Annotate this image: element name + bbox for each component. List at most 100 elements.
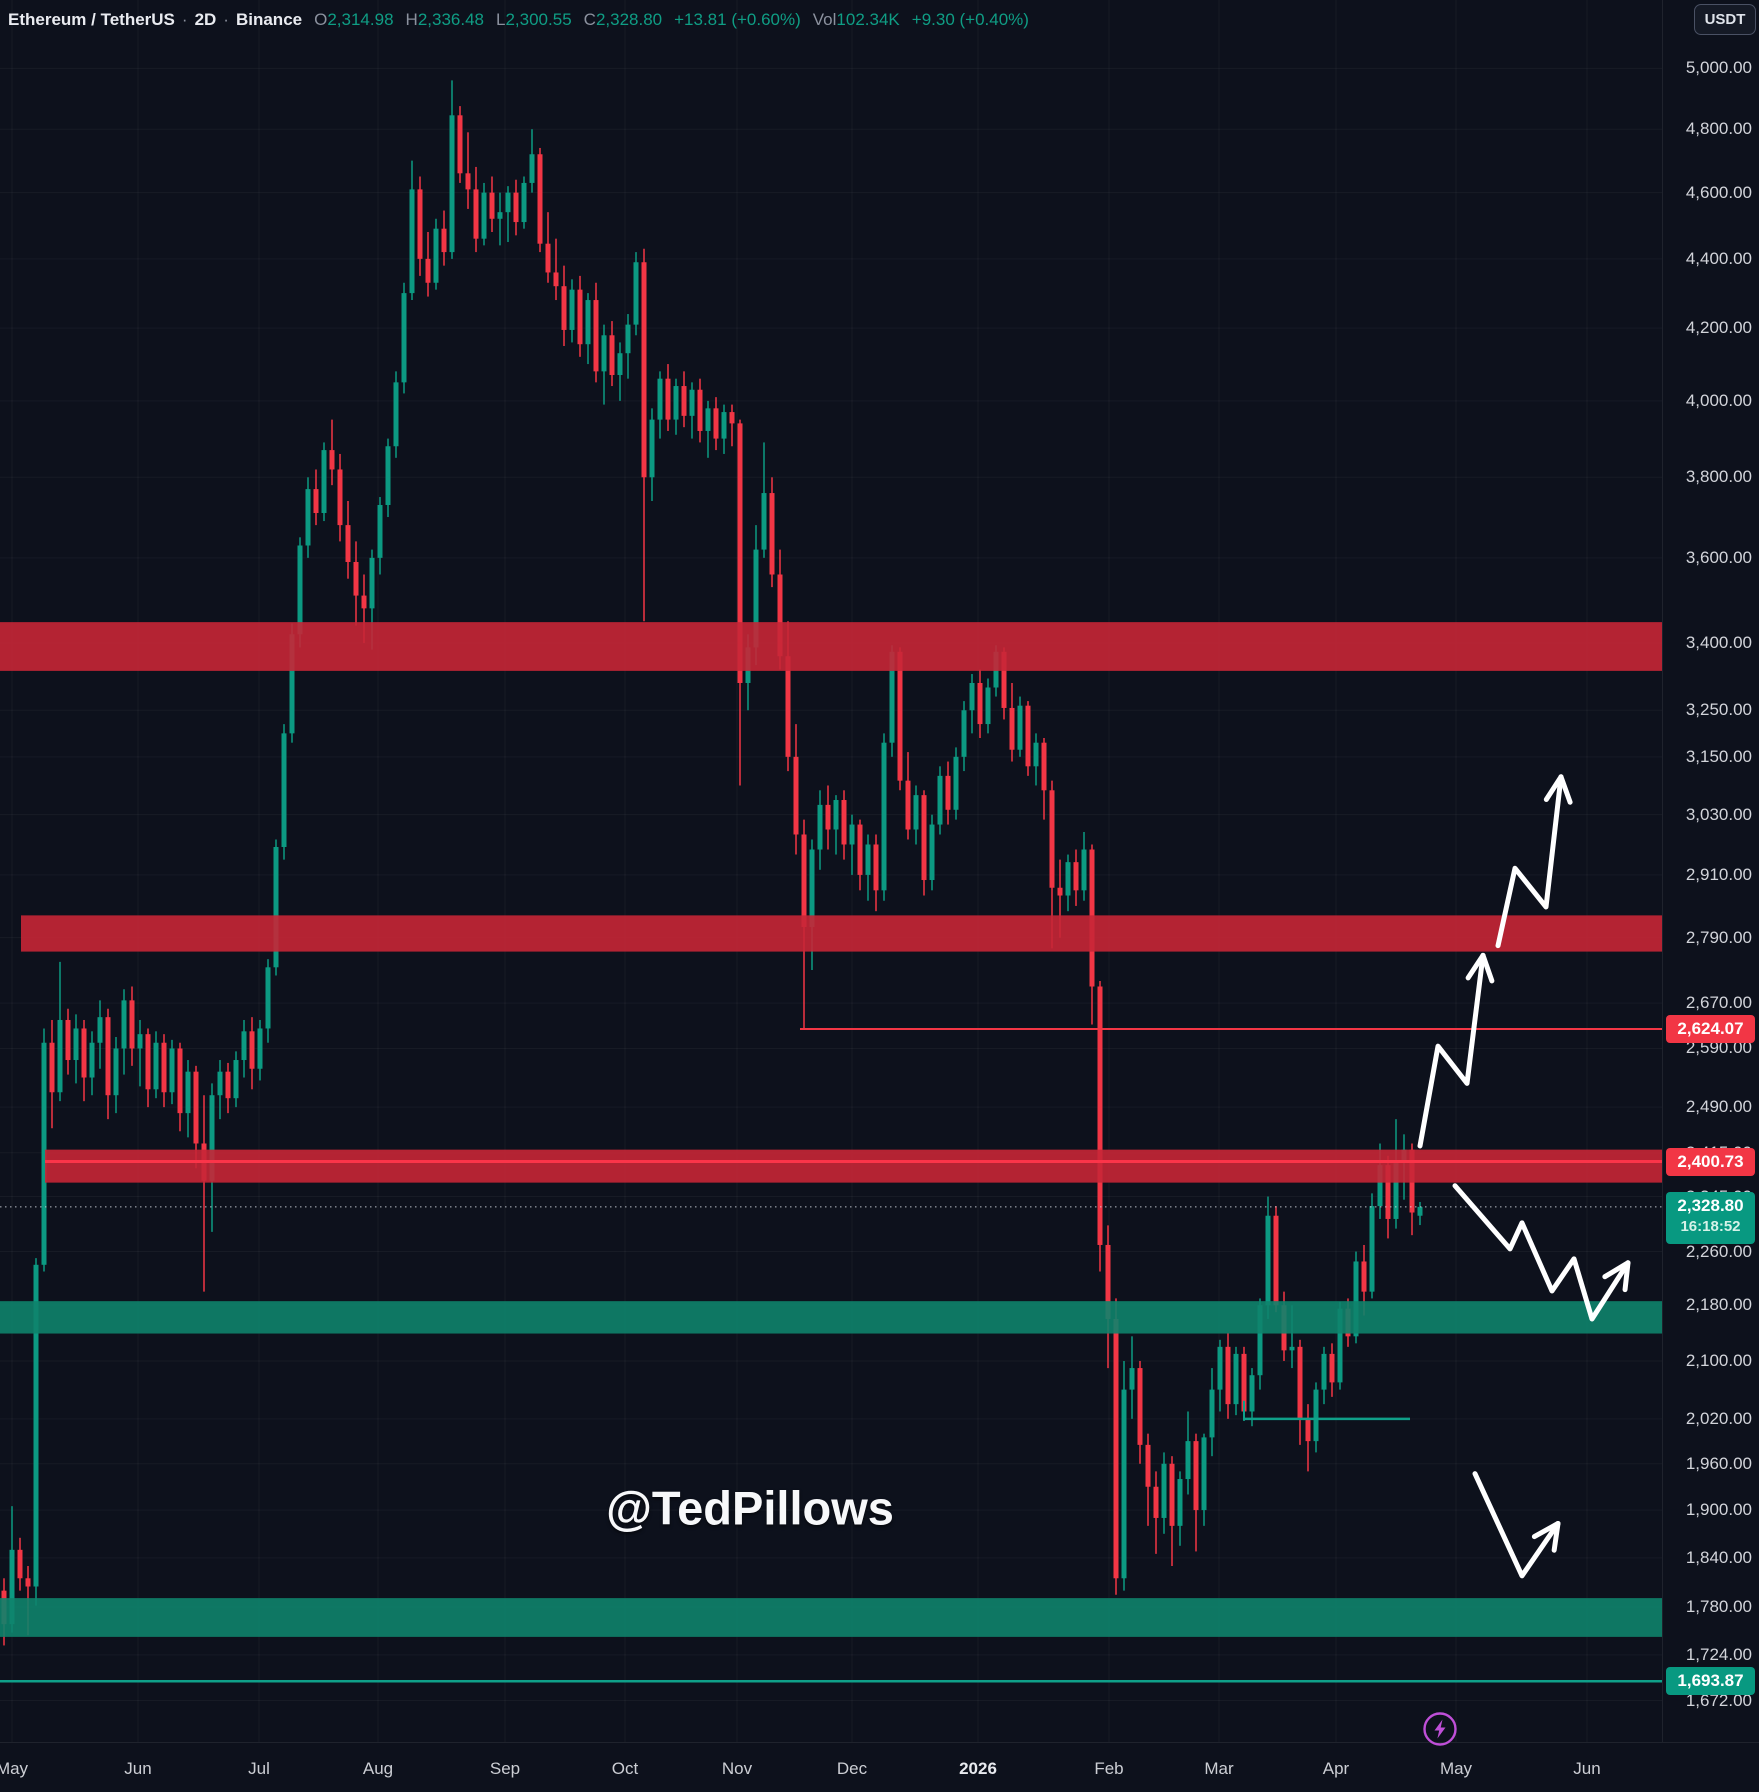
candle-body [857, 824, 863, 875]
price-tick-label: 1,840.00 [1685, 1547, 1752, 1567]
price-tick-label: 2,020.00 [1685, 1408, 1752, 1428]
price-tick-label: 5,000.00 [1685, 58, 1752, 78]
candle-body [729, 412, 735, 424]
price-tick-label: 2,670.00 [1685, 993, 1752, 1013]
candle-body [849, 824, 855, 845]
ohlc-value: 2,314.98 [327, 10, 394, 29]
candle-body [681, 386, 687, 416]
ohlc-value: +13.81 (+0.60%) [674, 10, 801, 29]
candle-body [417, 189, 423, 259]
candle-body [489, 192, 495, 219]
candle-body [145, 1034, 151, 1090]
candle-body [265, 967, 271, 1029]
trend-arrow-head [1622, 1260, 1631, 1293]
candle-body [105, 1017, 111, 1096]
trend-arrow-line [1417, 952, 1486, 1149]
candle-body [497, 212, 503, 219]
chart-canvas[interactable] [0, 0, 1662, 1742]
candle-body [1201, 1437, 1207, 1511]
candle-body [1385, 1165, 1391, 1219]
symbol-title-segment: 2D [194, 10, 217, 29]
price-tick-label: 3,600.00 [1685, 547, 1752, 567]
trend-arrow-line [1472, 1471, 1561, 1579]
price-tick-label: 4,000.00 [1685, 390, 1752, 410]
candle-body [257, 1028, 263, 1069]
candle-body [913, 795, 919, 830]
symbol-title-segment: Binance [235, 10, 303, 29]
candle-body [865, 844, 871, 875]
candle-body [73, 1028, 79, 1061]
currency-toggle-button[interactable]: USDT [1694, 4, 1756, 35]
symbol-header: Ethereum / TetherUS · 2D · Binance O 2,314.98 H… [8, 8, 1029, 32]
candle-body [537, 154, 543, 244]
candle-body [1353, 1261, 1359, 1337]
price-tick-label: 4,400.00 [1685, 248, 1752, 268]
candle-body [753, 549, 759, 648]
candle-body [793, 756, 799, 835]
candle-body [809, 849, 815, 927]
candle-body [1393, 1161, 1399, 1219]
candle-body [297, 545, 303, 635]
candle-body [409, 189, 415, 294]
price-label-value: 2,624.07 [1677, 1019, 1744, 1038]
price-tick-label: 3,400.00 [1685, 633, 1752, 653]
candle-body [345, 525, 351, 562]
price-tick-label: 3,150.00 [1685, 746, 1752, 766]
candle-body [1193, 1441, 1199, 1511]
candle-body [321, 450, 327, 514]
candle-body [1121, 1389, 1127, 1579]
ohlc-value: L [496, 10, 506, 29]
time-tick-month: Apr [1322, 1759, 1350, 1778]
time-axis[interactable]: May Jun Jul Aug Sep Oct Nov Dec 2026 Feb Mar Apr May… [0, 1742, 1759, 1792]
candle-body [129, 1000, 135, 1049]
candle-body [1073, 862, 1079, 891]
candle-body [593, 300, 599, 372]
candle-body [945, 775, 951, 810]
candle-body [929, 824, 935, 881]
price-tick-label: 2,490.00 [1685, 1097, 1752, 1117]
candle-body [457, 115, 463, 174]
candle-body [521, 182, 527, 223]
ohlc-value: O [314, 10, 328, 29]
candle-body [273, 846, 279, 968]
candle-body [385, 446, 391, 505]
candle-body [761, 493, 767, 550]
resistance-zone [0, 622, 1662, 671]
candle-body [441, 228, 447, 253]
boost-lightning-icon[interactable] [1422, 1711, 1458, 1747]
lightning-bolt-glyph [1434, 1719, 1446, 1739]
price-axis[interactable]: 5,000.00 4,800.00 4,600.00 4,400.00 4,200.00… [1662, 0, 1759, 1742]
candle-body [825, 804, 831, 830]
candle-body [977, 682, 983, 725]
candle-body [449, 115, 455, 253]
candle-body [89, 1042, 95, 1078]
candle-body [1289, 1346, 1295, 1351]
price-tick-label: 2,260.00 [1685, 1241, 1752, 1261]
candle-body [601, 335, 607, 372]
candle-body [889, 651, 895, 743]
price-level-label: 2,400.73 [1666, 1147, 1755, 1176]
candle-body [1249, 1375, 1255, 1412]
support-zone [0, 1598, 1662, 1637]
candle-body [177, 1048, 183, 1114]
candle-body [721, 412, 727, 439]
candle-body [801, 834, 807, 927]
candle-body [433, 228, 439, 283]
candle-body [65, 1019, 71, 1061]
trend-arrow-head [1551, 1520, 1561, 1553]
candle-body [689, 389, 695, 416]
candle-body [1297, 1346, 1303, 1419]
candle-body [657, 378, 663, 420]
trend-arrow-head [1558, 774, 1573, 805]
candle-body [193, 1071, 199, 1144]
candle-body [1209, 1389, 1215, 1438]
candle-body [705, 408, 711, 431]
candle-body [9, 1549, 15, 1625]
candle-body [41, 1042, 47, 1265]
price-tick-label: 2,180.00 [1685, 1295, 1752, 1315]
candle-body [281, 733, 287, 847]
candle-body [1185, 1441, 1191, 1480]
candle-body [1241, 1353, 1247, 1412]
candle-body [1369, 1206, 1375, 1292]
candle-body [169, 1048, 175, 1093]
